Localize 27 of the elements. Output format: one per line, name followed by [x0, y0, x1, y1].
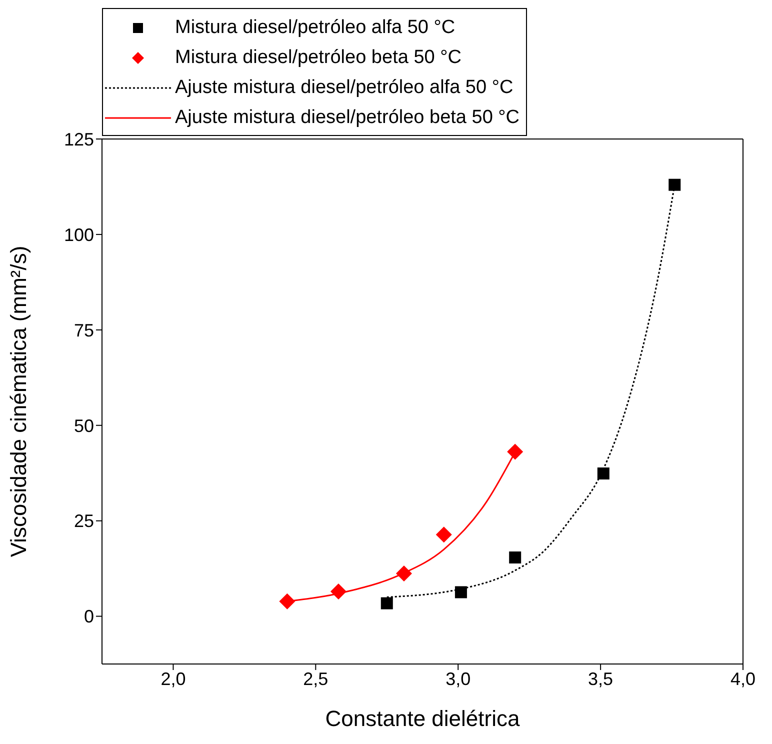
point — [509, 551, 522, 564]
point — [330, 583, 346, 600]
y-tick-label: 125 — [64, 129, 94, 150]
y-tick-label: 50 — [74, 416, 94, 436]
legend-label: Ajuste mistura diesel/petróleo beta 50 °C — [175, 107, 520, 129]
legend-label: Mistura diesel/petróleo beta 50 °C — [175, 47, 462, 69]
x-tick-label: 3,5 — [588, 668, 614, 689]
x-tick-label: 2,5 — [303, 668, 328, 689]
x-tick-label: 3,0 — [446, 668, 471, 689]
point — [454, 586, 467, 598]
y-tick-label: 0 — [84, 606, 94, 627]
legend-label: Ajuste mistura diesel/petróleo alfa 50 °C — [175, 77, 514, 99]
point — [380, 597, 393, 610]
point — [396, 566, 412, 582]
y-tick-label: 25 — [74, 511, 94, 532]
x-tick-label: 4,0 — [730, 668, 756, 689]
x-axis-title: Constante dielétrica — [325, 706, 520, 731]
y-tick-label: 100 — [64, 224, 94, 245]
point — [436, 526, 452, 543]
point — [668, 178, 681, 191]
point — [597, 467, 610, 480]
y-axis-title: Viscosidade cinématica (mm²/s) — [6, 246, 31, 558]
point — [279, 593, 296, 610]
x-tick-label: 2,0 — [160, 668, 186, 689]
y-tick-label: 75 — [74, 320, 94, 340]
legend-label: Mistura diesel/petróleo alfa 50 °C — [175, 17, 456, 39]
point — [507, 444, 524, 460]
